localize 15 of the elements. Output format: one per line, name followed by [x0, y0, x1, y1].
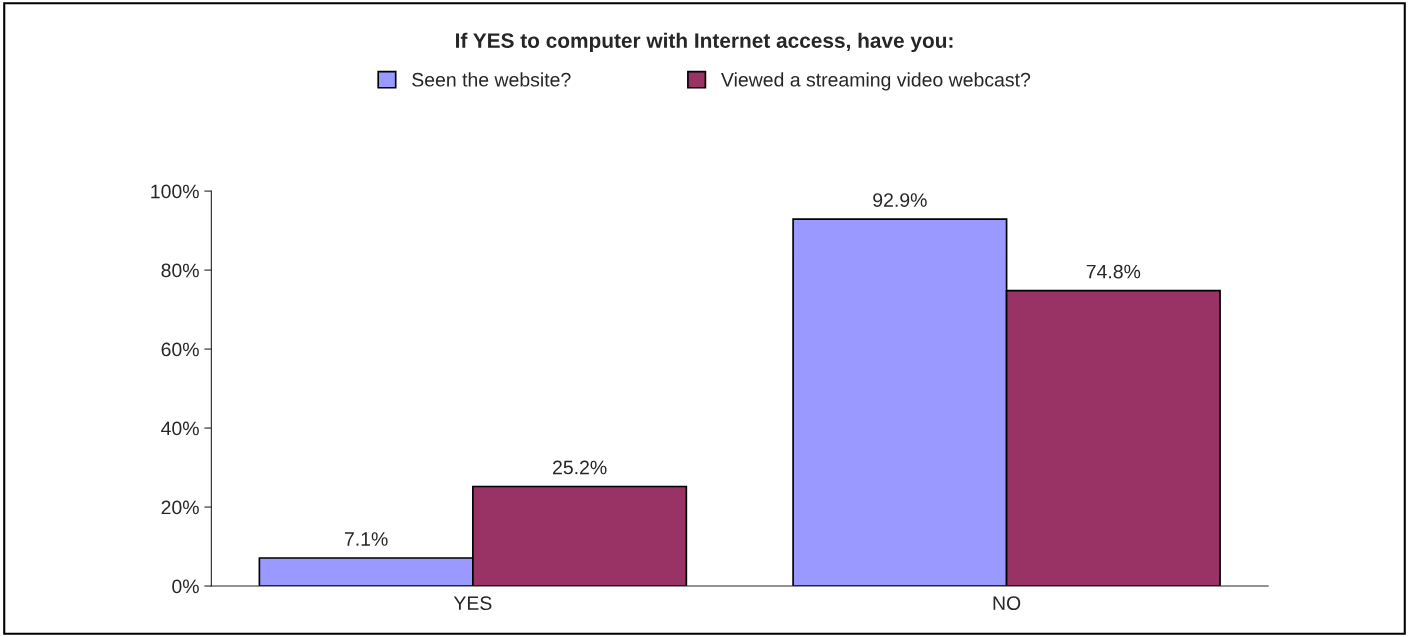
y-tick-label: 80% — [161, 263, 199, 278]
y-tick-label: 40% — [161, 421, 199, 436]
legend-label: Viewed a streaming video webcast? — [721, 72, 1031, 91]
x-tick-label: NO — [993, 596, 1021, 611]
legend-label: Seen the website? — [412, 72, 571, 87]
y-tick-label: 0% — [172, 579, 199, 594]
y-tick-label: 60% — [161, 342, 199, 357]
y-tick-label: 20% — [161, 500, 199, 515]
y-tick-label: 100% — [151, 184, 199, 199]
x-tick-label: YES — [453, 596, 492, 611]
text: 74.8% — [1086, 264, 1141, 279]
chart-title: If YES to computer with Internet access, have you: — [456, 32, 953, 53]
text: 92.9% — [873, 193, 927, 207]
text: 7.1% — [344, 532, 388, 546]
text: 25.2% — [553, 460, 607, 475]
